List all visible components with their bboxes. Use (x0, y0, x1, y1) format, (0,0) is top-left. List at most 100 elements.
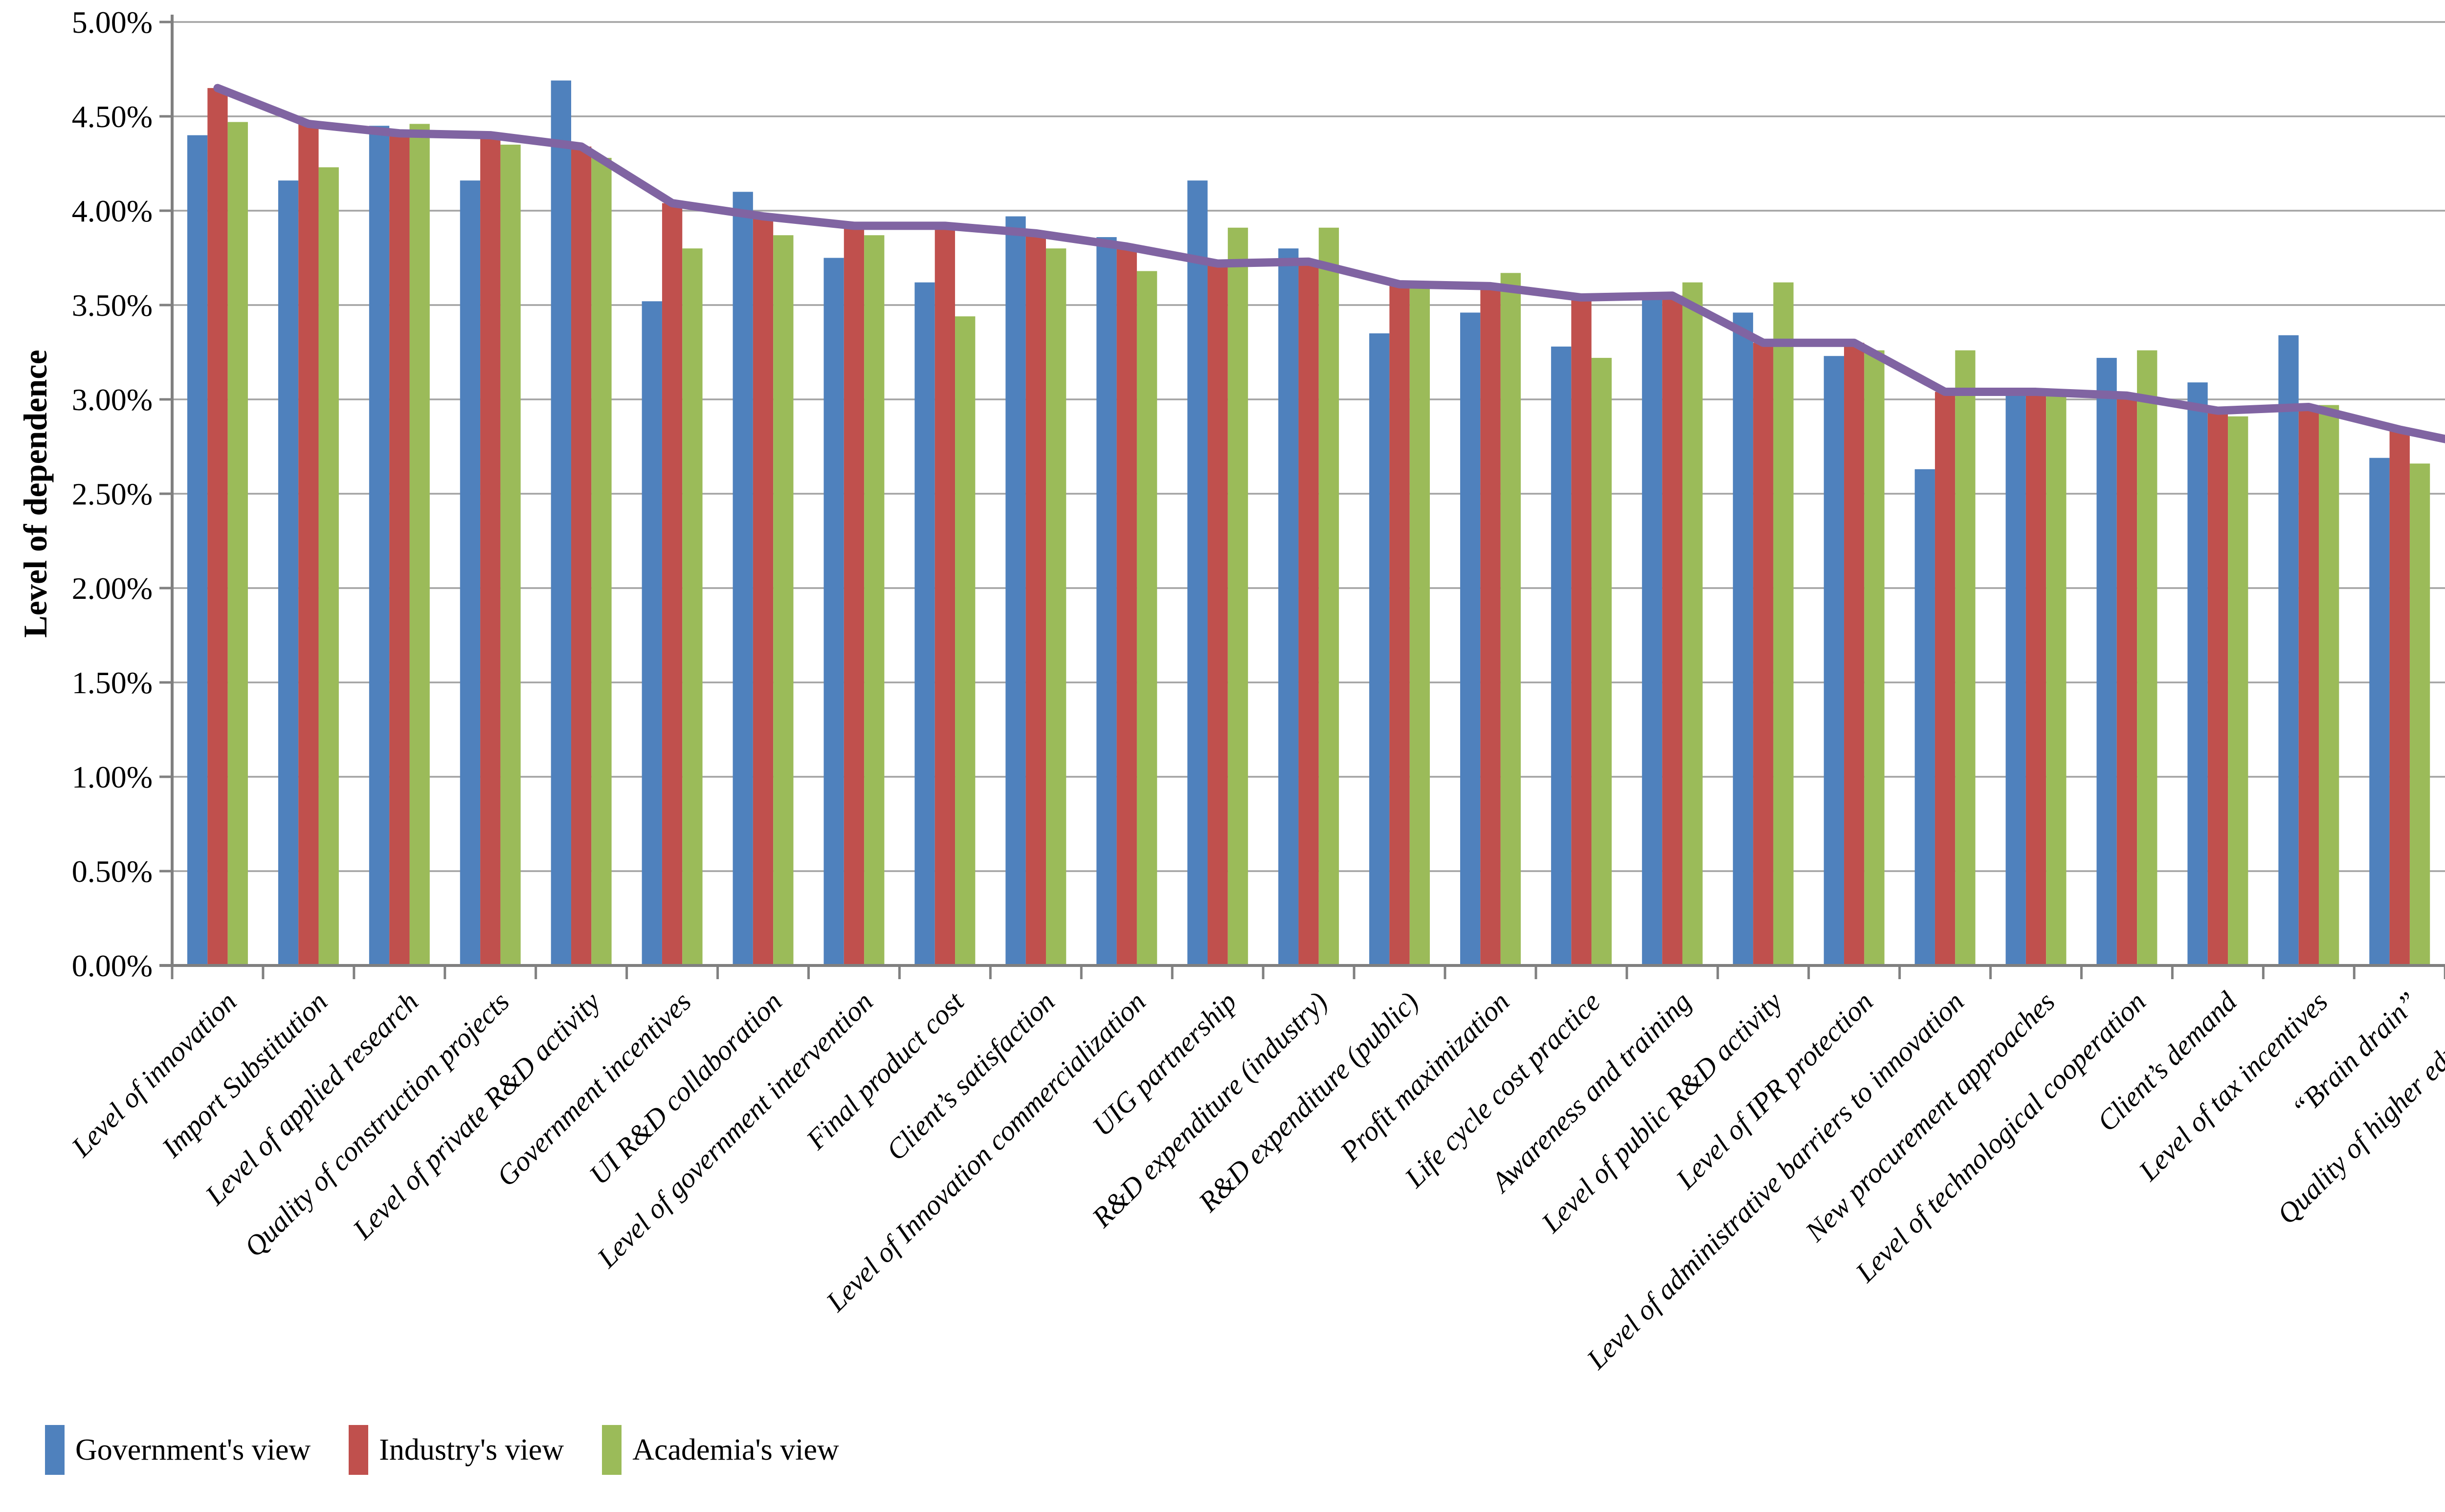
bar-academia (682, 248, 703, 966)
bar-academia (1591, 358, 1612, 965)
bar-industry (2298, 407, 2319, 966)
bar-industry (571, 146, 592, 965)
bar-government (551, 80, 572, 965)
legend-label: Academia's view (632, 1433, 839, 1467)
bar-government (1551, 346, 1572, 966)
y-tick-label: 3.00% (72, 382, 153, 417)
bar-government (1914, 469, 1935, 965)
bar-industry (1389, 284, 1410, 965)
trend-line-group (213, 84, 2445, 443)
legend-swatch (602, 1425, 622, 1475)
legend-item: Industry's view (349, 1425, 564, 1475)
y-tick-label: 3.50% (72, 288, 153, 323)
bar-industry (2116, 395, 2137, 965)
y-axis-title: Level of dependence (17, 350, 54, 637)
bar-academia (1682, 282, 1703, 966)
bar-government (1823, 356, 1845, 965)
bar-academia (1864, 350, 1885, 965)
bar-academia (2046, 395, 2067, 965)
y-tick-label: 4.50% (72, 99, 153, 134)
bar-government (1278, 248, 1299, 966)
bar-government (1187, 180, 1208, 965)
bar-government (2187, 382, 2208, 965)
bar-government (278, 180, 299, 965)
y-tick-label: 4.00% (72, 194, 153, 228)
y-tick-label: 2.00% (72, 571, 153, 606)
bar-academia (2228, 416, 2248, 965)
bar-academia (1500, 273, 1521, 965)
bar-government (1642, 293, 1663, 965)
bar-academia (1955, 350, 1976, 965)
bar-industry (1298, 262, 1319, 965)
bar-government (914, 282, 935, 966)
bar-government (2096, 358, 2117, 965)
bar-industry (1207, 263, 1228, 965)
bar-government (2278, 335, 2299, 965)
legend-item: Government's view (45, 1425, 311, 1475)
bar-government (460, 180, 481, 965)
bar-industry (1844, 343, 1865, 966)
bar-government (2005, 392, 2026, 965)
axes (159, 15, 2445, 979)
bar-industry (1934, 392, 1956, 965)
y-axis-tick-labels: 0.00% 0.50% 1.00% 1.50% 2.00% 2.50% 3.00% 3.50%… (72, 5, 153, 983)
bar-industry (844, 225, 865, 965)
x-category-label: Client’s satisfaction (880, 986, 1061, 1166)
bar-academia (1318, 227, 1339, 965)
bar-academia (500, 144, 521, 965)
bar-academia (1773, 282, 1794, 966)
bar-industry (298, 124, 319, 966)
bar-government (2369, 458, 2390, 966)
bar-industry (934, 225, 956, 965)
bar-industry (480, 135, 501, 966)
x-category-label: Import Substitution (156, 986, 334, 1164)
bar-industry (2389, 429, 2410, 965)
y-tick-label: 1.00% (72, 760, 153, 794)
y-tick-label: 0.50% (72, 854, 153, 889)
bar-industry (1571, 297, 1592, 965)
bar-series-group (187, 80, 2430, 966)
y-tick-label: 1.50% (72, 665, 153, 700)
bar-industry (1025, 233, 1046, 965)
bar-industry (1116, 246, 1137, 966)
bar-government (1005, 216, 1026, 966)
bar-industry (1662, 295, 1683, 966)
x-category-label: Profit maximization (1334, 986, 1515, 1167)
y-tick-label: 0.00% (72, 948, 153, 983)
bar-academia (1045, 248, 1067, 966)
x-category-label: Final product cost (800, 985, 970, 1156)
bar-government (823, 258, 844, 965)
bar-industry (389, 133, 410, 965)
bar-government (642, 301, 662, 965)
bar-industry (2207, 411, 2228, 966)
bar-academia (227, 122, 248, 966)
bar-industry (1480, 286, 1501, 965)
x-category-label: Level of innovation (65, 986, 243, 1163)
bar-academia (1227, 227, 1248, 965)
legend-item: Academia's view (602, 1425, 839, 1475)
bar-government (1096, 237, 1117, 965)
bar-government (1460, 312, 1481, 966)
legend-label: Government's view (75, 1433, 311, 1467)
y-tick-label: 5.00% (72, 5, 153, 40)
bar-academia (1409, 288, 1430, 965)
bar-government (187, 135, 208, 966)
bar-government (1369, 333, 1390, 965)
legend: Government's view Industry's view Academia… (45, 1425, 839, 1475)
bar-academia (2137, 350, 2157, 965)
bar-academia (2318, 405, 2339, 965)
bar-academia (864, 235, 885, 966)
bar-academia (591, 157, 612, 965)
bar-industry (2025, 392, 2046, 965)
bar-academia (2409, 463, 2430, 965)
x-category-label: Level of Innovation commercialization (820, 986, 1152, 1318)
bar-academia (318, 167, 339, 966)
bar-government (369, 126, 390, 965)
bar-academia (955, 316, 976, 966)
bar-industry (662, 203, 683, 965)
trend-line (213, 84, 2445, 443)
legend-swatch (349, 1425, 369, 1475)
y-tick-label: 2.50% (72, 477, 153, 511)
